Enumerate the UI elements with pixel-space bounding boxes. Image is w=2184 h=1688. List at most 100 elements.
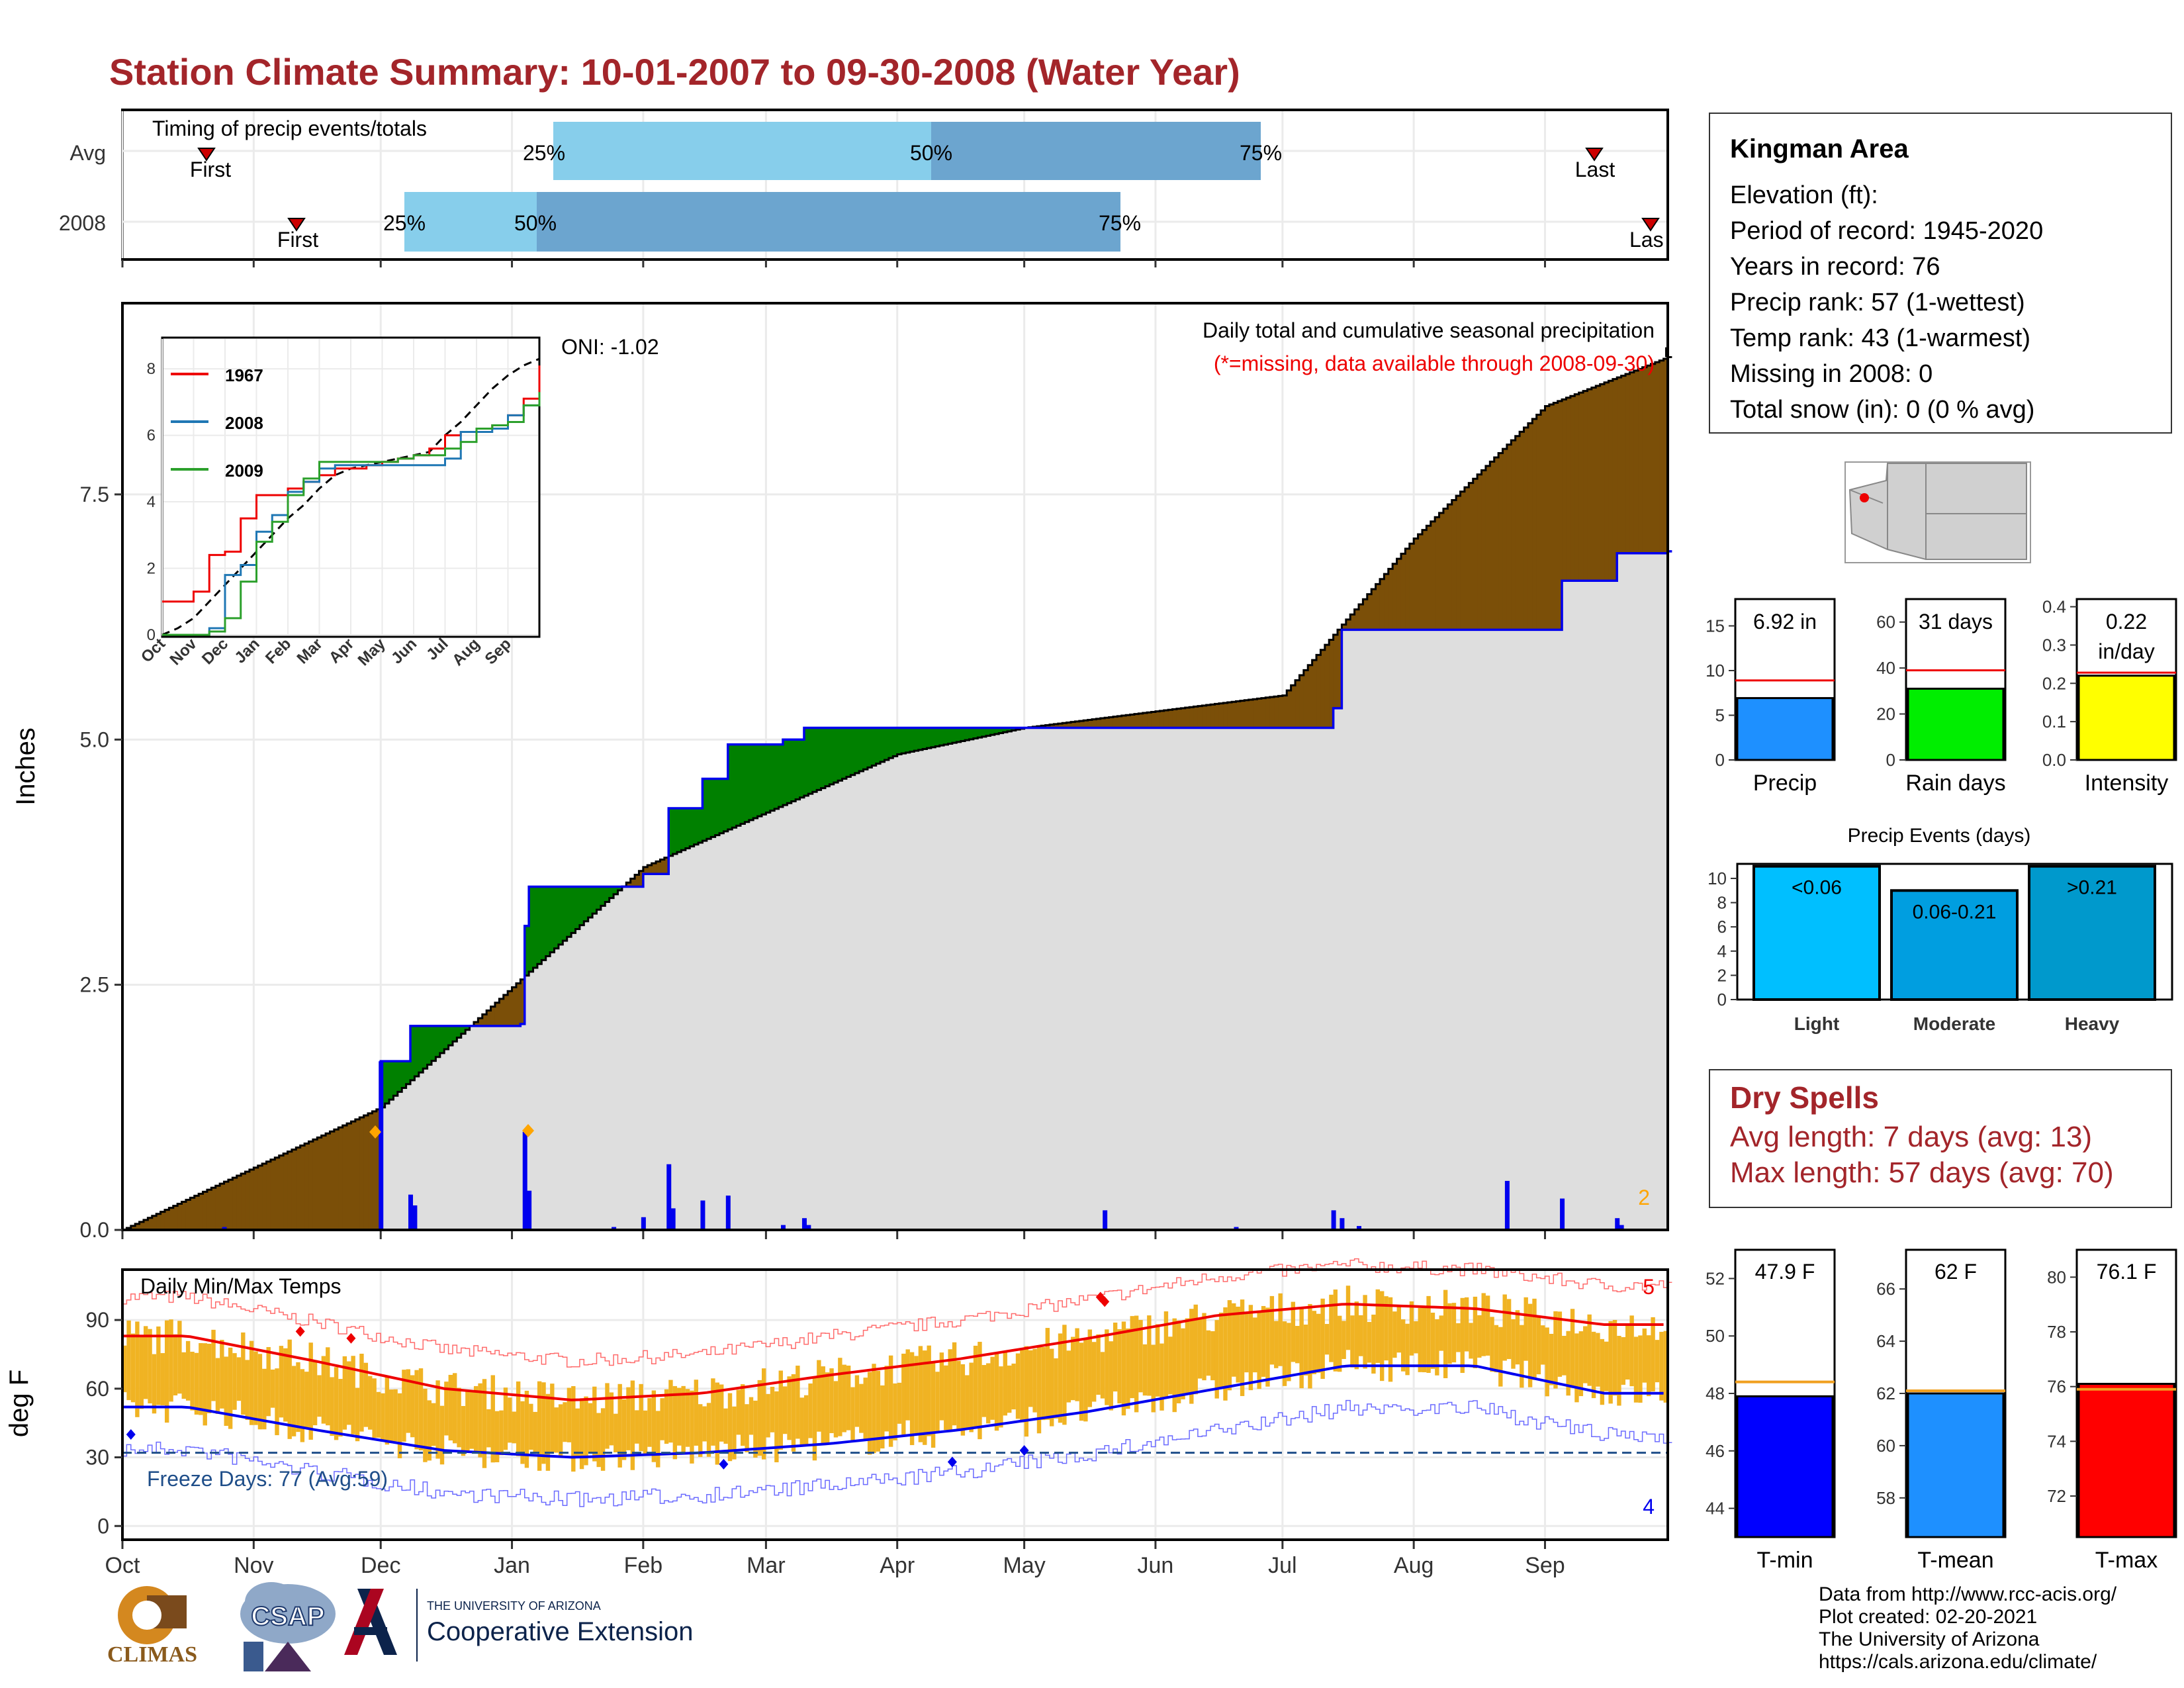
temp-daily-bar — [1549, 1333, 1554, 1385]
temp-daily-bar — [1396, 1306, 1401, 1353]
precip-marker-jan — [522, 1124, 534, 1137]
ua-logo: THE UNIVERSITY OF ARIZONA Cooperative Ex… — [344, 1589, 693, 1662]
events-title: Precip Events (days) — [1848, 825, 2031, 847]
mini-bar-rain-days — [1907, 687, 2005, 761]
precip-daily-bar — [780, 1225, 786, 1230]
temp-daily-bar — [1617, 1335, 1621, 1406]
temp-daily-bar — [283, 1348, 288, 1422]
precip-above-avg-area — [541, 886, 547, 961]
temp-daily-bar — [1443, 1289, 1448, 1378]
temp-daily-bar — [1371, 1314, 1376, 1374]
avg-last-marker — [1585, 148, 1604, 162]
temp-daily-bar — [406, 1369, 411, 1433]
precip-daily-bar — [725, 1196, 731, 1230]
temp-daily-bar — [1193, 1304, 1198, 1395]
precip-base-area — [122, 551, 1668, 1230]
temp-daily-bar — [1400, 1319, 1406, 1372]
station-missing: Missing in 2008: 0 — [1730, 360, 1933, 388]
precip-below-avg-area — [1541, 410, 1546, 630]
precip-above-avg-area — [905, 727, 911, 753]
temp-daily-bar — [1566, 1331, 1570, 1396]
temp-daily-bar — [588, 1403, 593, 1454]
temp-daily-bar — [973, 1345, 978, 1427]
temp-daily-bar — [791, 1374, 796, 1452]
temp-daily-bar — [1117, 1329, 1122, 1404]
mini-ytick-label: 0.1 — [2042, 712, 2066, 731]
precip-below-avg-area — [1079, 721, 1084, 728]
temp-daily-bar — [130, 1333, 136, 1403]
precip-below-avg-area — [1532, 418, 1537, 630]
precip-below-avg-area — [1506, 444, 1512, 630]
temp-daily-bar — [1604, 1341, 1609, 1391]
precip-below-avg-area — [241, 1173, 246, 1230]
precip-below-avg-area — [1265, 697, 1271, 728]
events-category-0: Light — [1794, 1013, 1839, 1034]
precip-below-avg-area — [1469, 483, 1474, 630]
precip-below-avg-area — [1100, 718, 1105, 728]
temp-daily-bar — [287, 1339, 292, 1439]
temp-daily-bar — [1066, 1350, 1071, 1403]
timing-panel: Timing of precip events/totals Avg 2008 … — [59, 109, 1669, 267]
temp-daily-bar — [1210, 1331, 1215, 1381]
precip-daily-bar — [700, 1200, 705, 1230]
temp-daily-bar — [1062, 1325, 1067, 1425]
temp-daily-bar — [719, 1384, 724, 1442]
temp-daily-bar — [1274, 1321, 1279, 1368]
temp-daily-bar — [529, 1403, 533, 1450]
precip-below-avg-area — [1426, 526, 1432, 630]
precip-below-avg-area — [1232, 702, 1237, 728]
precip-below-avg-area — [1138, 713, 1144, 728]
precip-below-avg-area — [177, 1203, 183, 1230]
precip-below-avg-area — [1418, 534, 1423, 630]
precip-above-avg-area — [406, 1061, 411, 1084]
temp-daily-bar — [880, 1385, 885, 1449]
precip-ylabel: Inches — [11, 727, 40, 806]
precip-below-avg-area — [1477, 474, 1482, 630]
precip-above-avg-area — [778, 744, 784, 807]
temp-daily-bar — [385, 1376, 390, 1445]
temp-xtick-label: Jun — [1138, 1553, 1174, 1578]
precip-below-avg-area — [1655, 362, 1660, 553]
precip-events-chart: Precip Events (days) <0.06 Light 0.06-0.21… — [1707, 825, 2173, 1034]
precip-below-avg-area — [1091, 719, 1097, 728]
precip-below-avg-area — [1045, 725, 1050, 728]
temp-daily-bar — [389, 1389, 394, 1442]
temp-daily-bar — [694, 1380, 699, 1446]
precip-above-avg-area — [524, 925, 529, 976]
precip-above-avg-area — [727, 744, 733, 830]
temp-daily-bar — [211, 1329, 216, 1401]
station-temp-rank: Temp rank: 43 (1-warmest) — [1730, 324, 2031, 352]
precip-above-avg-area — [909, 727, 915, 752]
precip-below-avg-area — [1278, 696, 1283, 728]
csap-graph — [244, 1642, 263, 1671]
temp-daily-bar — [177, 1321, 182, 1394]
precip-above-avg-area — [550, 886, 555, 953]
temp-xtick-label: Sep — [1525, 1553, 1565, 1578]
precip-below-avg-area — [1142, 713, 1148, 728]
temp-daily-bar — [1287, 1323, 1291, 1382]
precip-below-avg-area — [508, 991, 513, 1026]
precip-above-avg-area — [410, 1025, 416, 1080]
events-bar-moderate — [1890, 889, 2019, 1001]
precip-below-avg-area — [1574, 394, 1580, 581]
precip-below-avg-area — [1591, 387, 1596, 581]
avg-pct-50: 50% — [910, 141, 952, 165]
precip-below-avg-area — [1236, 701, 1241, 728]
temp-daily-bar — [190, 1352, 195, 1411]
precip-below-avg-area — [169, 1207, 174, 1230]
temp-daily-bar — [1083, 1339, 1088, 1422]
temp-daily-bar — [808, 1383, 813, 1438]
precip-above-avg-area — [579, 886, 584, 925]
precip-below-avg-area — [228, 1180, 233, 1230]
precip-below-avg-area — [651, 863, 657, 874]
precip-above-avg-area — [842, 727, 847, 779]
precip-below-avg-area — [304, 1143, 310, 1230]
precip-ytick-label: 2.5 — [80, 973, 109, 997]
temp-summary-ytick-label: 52 — [1706, 1268, 1725, 1288]
precip-below-avg-area — [1054, 724, 1059, 728]
precip-above-avg-area — [563, 886, 568, 941]
temp-daily-bar — [512, 1411, 516, 1444]
precip-below-avg-area — [1638, 369, 1643, 553]
temp-summary-ytick-label: 58 — [1876, 1488, 1895, 1508]
precip-below-avg-area — [1075, 721, 1080, 728]
